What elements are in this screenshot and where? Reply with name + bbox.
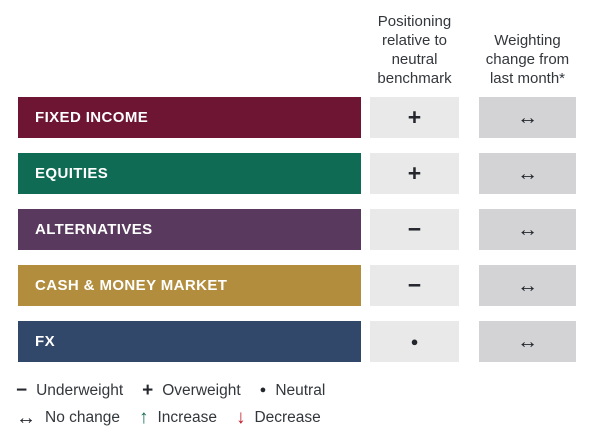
table-header: Positioning relative to neutral benchmar…: [18, 0, 600, 97]
down-arrow-icon: ↓: [235, 407, 246, 428]
weighting-change-cell: ↔: [479, 265, 576, 306]
row-label: CASH & MONEY MARKET: [35, 277, 228, 294]
positioning-cell: −: [370, 209, 459, 250]
legend-item-overweight: + Overweight: [142, 381, 241, 400]
neutral-dot-icon: ●: [410, 334, 419, 349]
positioning-cell: +: [370, 153, 459, 194]
left-right-arrow-icon: ↔: [517, 218, 538, 241]
table-row: FIXED INCOME + ↔: [18, 97, 600, 138]
neutral-dot-icon: ●: [259, 384, 267, 396]
row-label: FX: [35, 333, 55, 350]
positioning-cell: ●: [370, 321, 459, 362]
legend-item-no-change: ↔ No change: [16, 408, 120, 428]
legend-row-positioning: − Underweight + Overweight ● Neutral: [16, 377, 600, 404]
legend: − Underweight + Overweight ● Neutral ↔ N…: [16, 377, 600, 431]
left-right-arrow-icon: ↔: [517, 162, 538, 185]
legend-label: Increase: [157, 408, 217, 426]
row-label: FIXED INCOME: [35, 109, 149, 126]
row-label-cash-money-market: CASH & MONEY MARKET: [18, 265, 361, 306]
legend-label: No change: [45, 408, 120, 426]
table-row: ALTERNATIVES − ↔: [18, 209, 600, 250]
left-right-arrow-icon: ↔: [517, 274, 538, 297]
minus-icon: −: [16, 380, 28, 401]
left-right-arrow-icon: ↔: [517, 106, 538, 129]
row-label-equities: EQUITIES: [18, 153, 361, 194]
weighting-change-cell: ↔: [479, 209, 576, 250]
weighting-change-cell: ↔: [479, 97, 576, 138]
left-right-arrow-icon: ↔: [16, 406, 36, 429]
column-header-positioning: Positioning relative to neutral benchmar…: [377, 13, 452, 87]
row-label-alternatives: ALTERNATIVES: [18, 209, 361, 250]
row-label-fx: FX: [18, 321, 361, 362]
legend-item-increase: ↑ Increase: [139, 408, 217, 427]
table-row: CASH & MONEY MARKET − ↔: [18, 265, 600, 306]
legend-item-decrease: ↓ Decrease: [236, 408, 321, 427]
plus-icon: +: [142, 380, 154, 401]
legend-row-change: ↔ No change ↑ Increase ↓ Decrease: [16, 404, 600, 431]
legend-item-neutral: ● Neutral: [260, 382, 326, 400]
positioning-cell: +: [370, 97, 459, 138]
row-label: ALTERNATIVES: [35, 221, 153, 238]
weighting-change-cell: ↔: [479, 153, 576, 194]
weighting-change-cell: ↔: [479, 321, 576, 362]
table-row: FX ● ↔: [18, 321, 600, 362]
table-row: EQUITIES + ↔: [18, 153, 600, 194]
positioning-cell: −: [370, 265, 459, 306]
minus-icon: −: [407, 272, 422, 298]
up-arrow-icon: ↑: [138, 407, 149, 428]
legend-label: Neutral: [275, 381, 326, 399]
plus-icon: +: [407, 104, 422, 130]
legend-item-underweight: − Underweight: [16, 381, 123, 400]
legend-label: Decrease: [254, 408, 321, 426]
plus-icon: +: [407, 160, 422, 186]
legend-label: Overweight: [162, 381, 241, 399]
legend-label: Underweight: [36, 381, 124, 399]
minus-icon: −: [407, 216, 422, 242]
row-label-fixed-income: FIXED INCOME: [18, 97, 361, 138]
column-header-weighting-change: Weighting change from last month*: [485, 32, 570, 87]
left-right-arrow-icon: ↔: [517, 330, 538, 353]
row-label: EQUITIES: [35, 165, 109, 182]
